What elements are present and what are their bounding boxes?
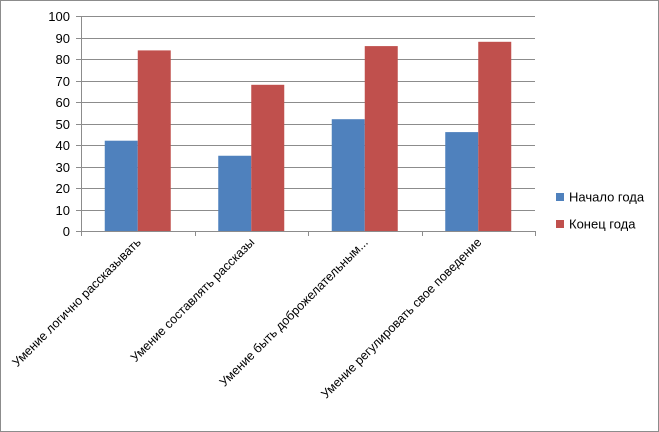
y-tick-label: 0 bbox=[63, 224, 70, 239]
bar-end-1 bbox=[251, 84, 285, 231]
bar-end-3 bbox=[478, 41, 512, 231]
bars bbox=[104, 41, 512, 232]
bar-end-0 bbox=[137, 50, 171, 232]
legend-swatch bbox=[556, 220, 564, 228]
y-tick-label: 40 bbox=[56, 138, 70, 153]
legend: Начало года Конец года bbox=[556, 190, 645, 232]
bar-end-2 bbox=[364, 46, 398, 231]
x-category-label: Умение логично рассказывать bbox=[9, 235, 143, 369]
y-tick-label: 100 bbox=[48, 9, 70, 24]
bar-start-0 bbox=[104, 140, 138, 231]
legend-label: Начало года bbox=[569, 190, 645, 205]
y-tick-label: 60 bbox=[56, 95, 70, 110]
y-tick-label: 10 bbox=[56, 203, 70, 218]
legend-label: Конец года bbox=[569, 217, 636, 232]
y-tick-label: 50 bbox=[56, 117, 70, 132]
legend-swatch bbox=[556, 193, 564, 201]
y-tick-label: 90 bbox=[56, 31, 70, 46]
y-tick-label: 70 bbox=[56, 74, 70, 89]
y-tick-label: 80 bbox=[56, 52, 70, 67]
bar-start-2 bbox=[331, 119, 365, 231]
x-category-label: Умение составлять рассказы bbox=[128, 235, 258, 365]
bar-start-1 bbox=[218, 155, 252, 231]
y-tick-label: 30 bbox=[56, 160, 70, 175]
y-tick-label: 20 bbox=[56, 181, 70, 196]
axes bbox=[81, 16, 536, 236]
bar-start-3 bbox=[445, 132, 479, 231]
y-axis-ticks: 0 10 20 30 40 50 60 70 80 90 100 bbox=[48, 9, 81, 239]
